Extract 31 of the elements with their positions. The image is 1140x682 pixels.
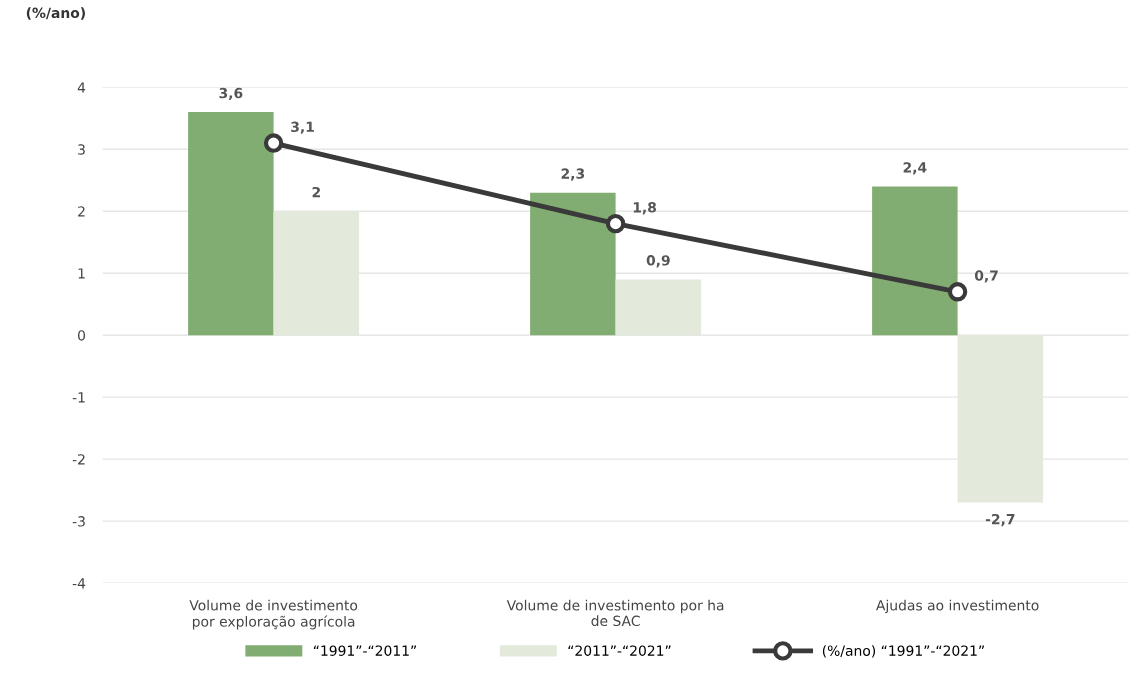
y-tick-label: 4 [77,82,86,93]
legend-label: “2011”-“2021” [568,645,671,656]
data-label: 1,8 [633,202,657,215]
bar [188,112,274,336]
y-tick-label: -2 [72,454,85,465]
data-label: 2,3 [561,168,585,181]
legend-label: “1991”-“2011” [313,645,416,656]
point [947,282,968,302]
y-tick-label: -1 [72,392,85,403]
y-axis-title: (%/ano) [26,7,85,20]
bar [872,186,958,336]
y-tick-label: -3 [72,516,85,527]
data-label: -2,7 [985,513,1015,527]
point [263,133,284,153]
x-tick-label: Volume de investimento por ha de SAC [506,599,724,627]
y-tick-label: 1 [78,268,85,279]
point [605,213,626,234]
data-label: 0,7 [974,270,998,283]
data-label: 0,9 [646,255,670,268]
x-tick-label: Ajudas ao investimento [876,599,1039,614]
data-label: 3,6 [219,87,243,101]
y-tick-label: -4 [72,578,86,589]
y-tick-label: 2 [78,206,85,217]
y-tick-label: 3 [78,144,85,155]
data-label: 3,1 [291,121,314,134]
y-tick-label: 0 [78,330,86,341]
data-label: 2 [312,186,320,198]
bar [530,192,616,336]
data-label: 2,4 [903,162,927,175]
legend-label: (%/ano) “1991”-“2021” [822,645,984,658]
x-tick-label: Volume de investimento por exploração agrícola [189,599,358,630]
